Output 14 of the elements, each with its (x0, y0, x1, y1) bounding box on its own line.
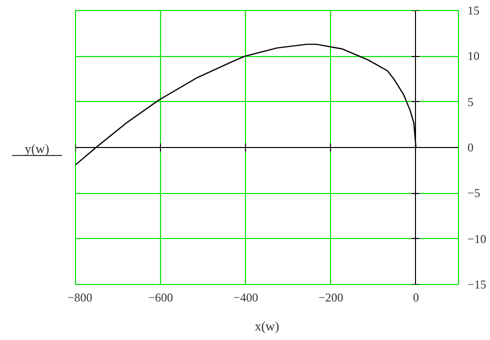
y-tick-label: −5 (468, 186, 480, 200)
x-tick-label: 0 (412, 290, 419, 304)
x-tick-label: −200 (318, 290, 344, 304)
y-tick-label: 10 (468, 49, 480, 64)
y-tick-label: 15 (468, 4, 480, 18)
y-tick-label: 0 (468, 140, 474, 154)
y-tick-label: −10 (468, 232, 486, 246)
y-axis-title: y(w) (24, 140, 50, 158)
y-tick-label: 5 (468, 94, 474, 109)
x-tick-label: −800 (68, 290, 92, 304)
x-tick-label: −400 (233, 290, 258, 304)
x-tick-label: −600 (148, 290, 174, 304)
x-axis-title: x(w) (254, 318, 280, 334)
y-tick-label: −15 (468, 278, 486, 292)
